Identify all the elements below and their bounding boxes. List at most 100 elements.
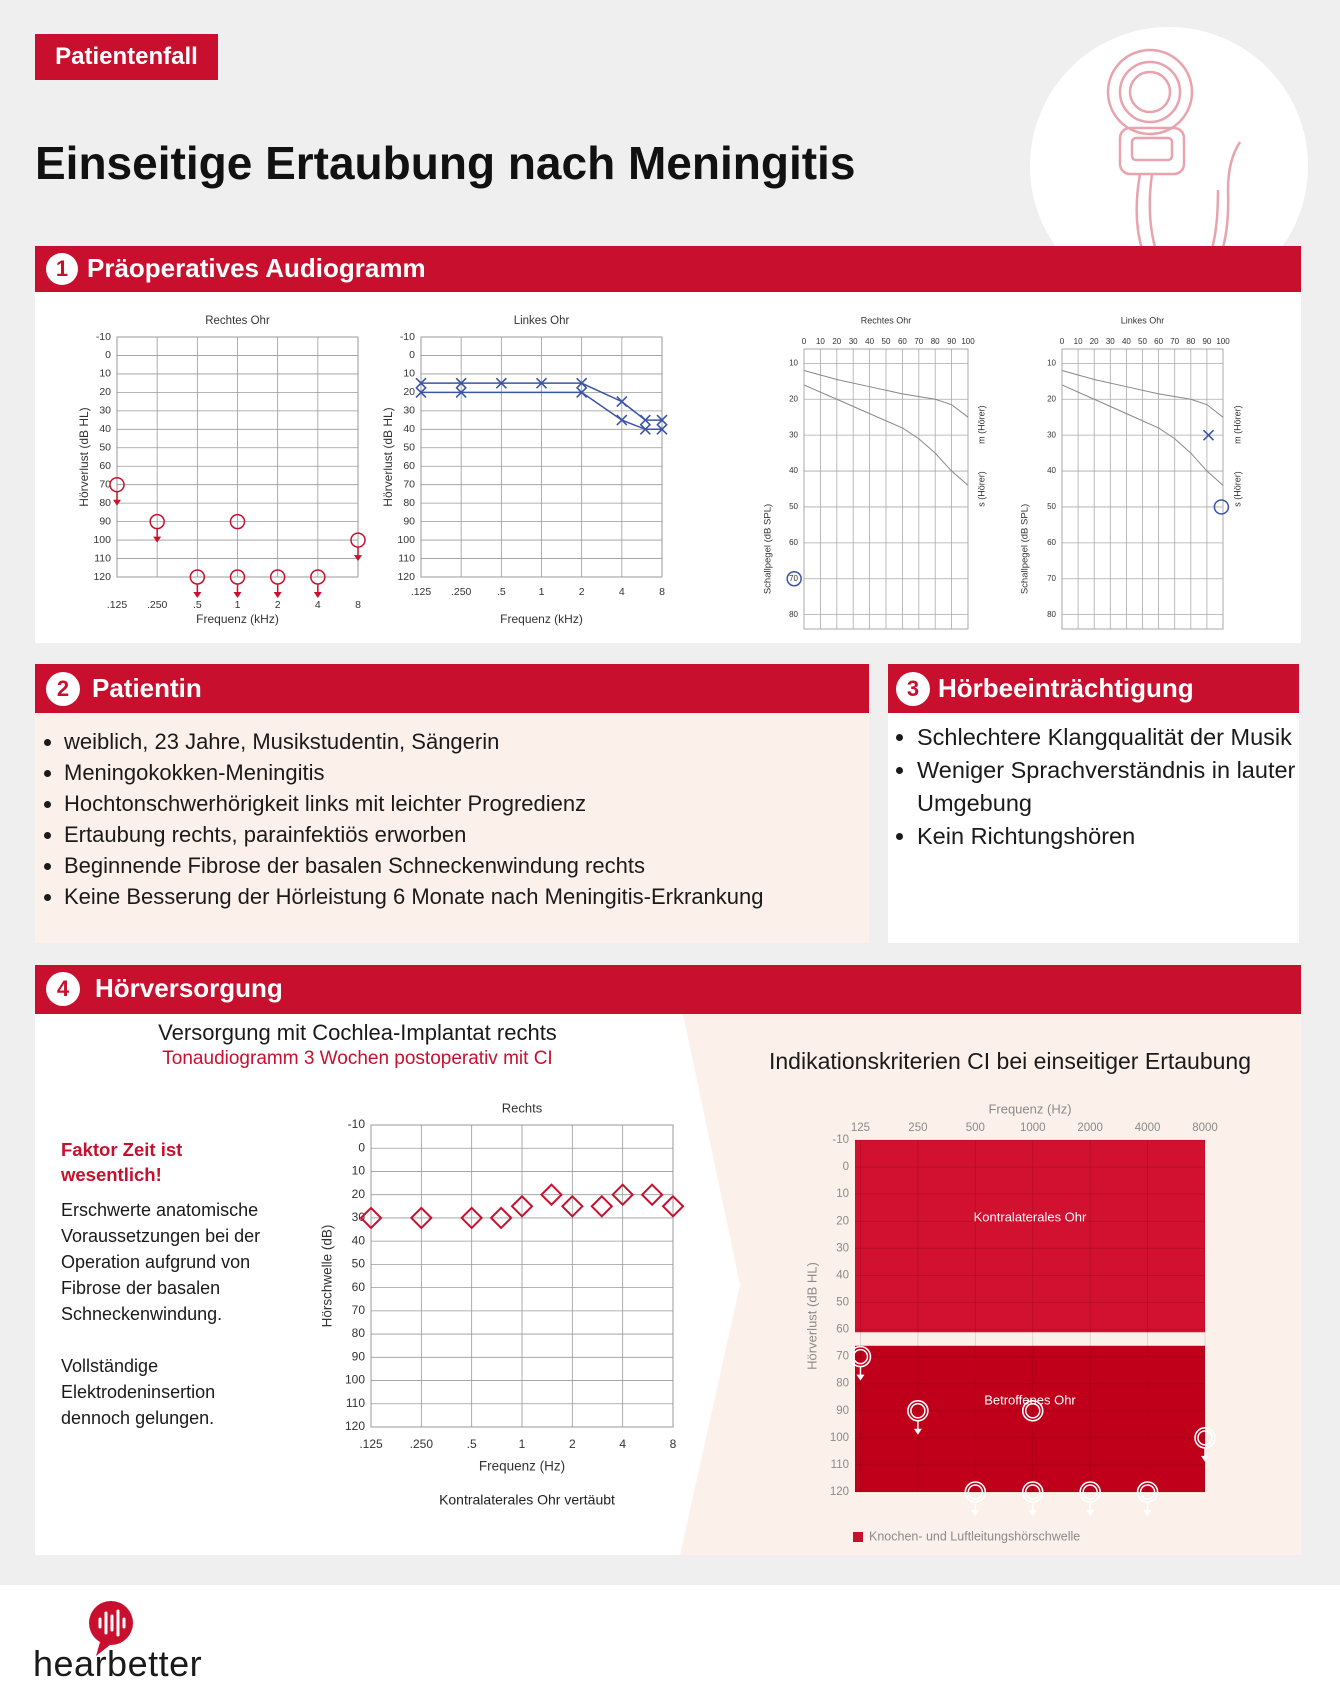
y-tick-label: 110 — [398, 552, 415, 564]
data-point — [576, 386, 588, 398]
marker-shape — [1197, 1430, 1213, 1446]
x-tick-label: .250 — [147, 599, 168, 611]
x-tick-label: 50 — [882, 337, 891, 346]
y-axis-label: Schallpegel (dB SPL) — [763, 504, 774, 594]
marker-shape — [1139, 1484, 1156, 1500]
x-axis-label: Frequenz (Hz) — [479, 1459, 565, 1474]
y-tick-label: 50 — [352, 1257, 366, 1271]
y-tick-label: 10 — [352, 1164, 366, 1178]
panel — [35, 713, 869, 943]
chart-title: Linkes Ohr — [514, 315, 570, 327]
data-point — [1021, 1481, 1044, 1516]
x-tick-label: 80 — [931, 337, 940, 346]
y-tick-label: -10 — [832, 1134, 849, 1146]
y-tick-label: 20 — [1047, 394, 1056, 403]
marker-shape — [656, 423, 668, 435]
marker-shape — [489, 1206, 513, 1230]
arrow-head — [856, 1374, 865, 1381]
chart: -10 0 10 20 30 40 50 60 70 80 90 100 110 120 .125 .250.… — [77, 315, 366, 626]
series-line — [1061, 370, 1224, 418]
x-axis-label: Frequenz (kHz) — [196, 612, 279, 626]
y-tick-label: 50 — [1047, 502, 1056, 511]
x-tick-label: 0 — [1060, 337, 1065, 346]
charts: -100102030405060708090100110120.125.250.… — [77, 315, 1242, 1543]
x-tick-label: .250 — [451, 586, 472, 598]
marker-shape — [455, 377, 467, 389]
y-tick-label: 50 — [99, 442, 111, 454]
x-tick-label: .5 — [193, 599, 202, 611]
y-tick-label: 40 — [789, 466, 798, 475]
chart: -10 0 10 20 30 40 50 60 70 80 90 100 110 120 .125 .250.… — [320, 1100, 685, 1474]
y-tick-label: 60 — [99, 460, 111, 472]
y-tick-label: 60 — [1047, 538, 1056, 547]
section-bar — [35, 965, 1301, 1014]
y-tick-label: 100 — [397, 534, 415, 546]
x-tick-label: 1 — [235, 599, 241, 611]
x-tick-label: .250 — [410, 1437, 434, 1451]
y-tick-label: 110 — [94, 552, 111, 564]
series-line — [421, 391, 662, 431]
marker-shape — [661, 1194, 685, 1218]
panel — [888, 713, 1299, 943]
data-point — [590, 1194, 614, 1218]
data-point — [639, 414, 651, 426]
marker-shape — [910, 1403, 926, 1419]
legend-label: Knochen- und Luftleitungshörschwelle — [869, 1529, 1080, 1543]
chart-caption: Kontralaterales Ohr vertäubt — [439, 1492, 615, 1508]
subheading: Tonaudiogramm 3 Wochen postoperativ mit … — [162, 1048, 553, 1069]
x-axis-label: Frequenz (kHz) — [500, 612, 583, 626]
x-tick-label: 30 — [849, 337, 858, 346]
y-tick-label: 80 — [352, 1326, 366, 1340]
y-tick-label: 80 — [1047, 610, 1056, 619]
y-axis-label: Hörschwelle (dB) — [320, 1225, 335, 1328]
marker-shape — [495, 377, 507, 389]
x-tick-label: 20 — [832, 337, 841, 346]
data-point — [229, 569, 246, 598]
y-tick-label: 90 — [99, 515, 111, 527]
data-point — [510, 1194, 534, 1218]
y-tick-label: 30 — [352, 1210, 366, 1224]
data-point — [611, 1183, 635, 1207]
y-tick-label: 10 — [1047, 358, 1056, 367]
x-axis-label: Frequenz (Hz) — [988, 1101, 1071, 1116]
marker-shape — [616, 396, 628, 408]
paragraph: Vollständige Elektrodeninsertion dennoch… — [61, 1356, 216, 1428]
y-tick-label: 20 — [403, 386, 415, 398]
list-item: Keine Besserung der Hörleistung 6 Monate… — [64, 881, 884, 912]
x-tick-label: 4 — [619, 1437, 626, 1451]
patient-list: weiblich, 23 Jahre, Musikstudentin, Säng… — [40, 726, 884, 912]
number-badge — [46, 972, 80, 1006]
data-point — [229, 513, 246, 530]
y-tick-label: 30 — [836, 1242, 849, 1254]
data-point — [1136, 1481, 1159, 1516]
y-tick-label: 110 — [831, 1459, 849, 1471]
x-tick-label: 4000 — [1135, 1122, 1161, 1134]
x-tick-label: 1000 — [1020, 1122, 1046, 1134]
y-tick-label: 20 — [789, 394, 798, 403]
y-tick-label: 0 — [105, 349, 111, 361]
y-tick-label: 10 — [836, 1188, 849, 1200]
chart: -10 0 10 20 30 40 50 60 70 80 90 100 110 120 .125 .250.… — [381, 315, 668, 626]
data-point — [616, 396, 628, 408]
right-label: m (Hörer) — [1232, 405, 1242, 444]
arrow-head — [273, 592, 282, 598]
marker-shape — [540, 1183, 563, 1207]
data-point — [350, 532, 366, 562]
y-axis-label: Hörverlust (dB HL) — [381, 407, 395, 506]
y-tick-label: 40 — [403, 423, 415, 435]
data-point — [540, 1183, 563, 1207]
list-item: Hochtonschwerhörigkeit links mit leichte… — [64, 788, 884, 819]
y-tick-label: 60 — [836, 1324, 849, 1336]
chart: 10 20 30 40 50 60 70 80 0 10 20 30 40 50 60 70 80 90 100 Re… — [763, 315, 986, 630]
y-tick-label: 70 — [403, 478, 415, 490]
marker-shape — [656, 414, 668, 426]
y-tick-label: 50 — [403, 442, 415, 454]
y-tick-label: 10 — [403, 368, 415, 380]
chart-title: Rechtes Ohr — [861, 315, 912, 325]
y-tick-label: 20 — [836, 1215, 849, 1227]
arrow-head — [354, 555, 362, 562]
section-title: Präoperatives Audiogramm — [87, 253, 426, 283]
y-tick-label: -10 — [348, 1117, 366, 1131]
x-tick-label: .125 — [359, 1437, 383, 1451]
legend-swatch — [853, 1532, 863, 1542]
